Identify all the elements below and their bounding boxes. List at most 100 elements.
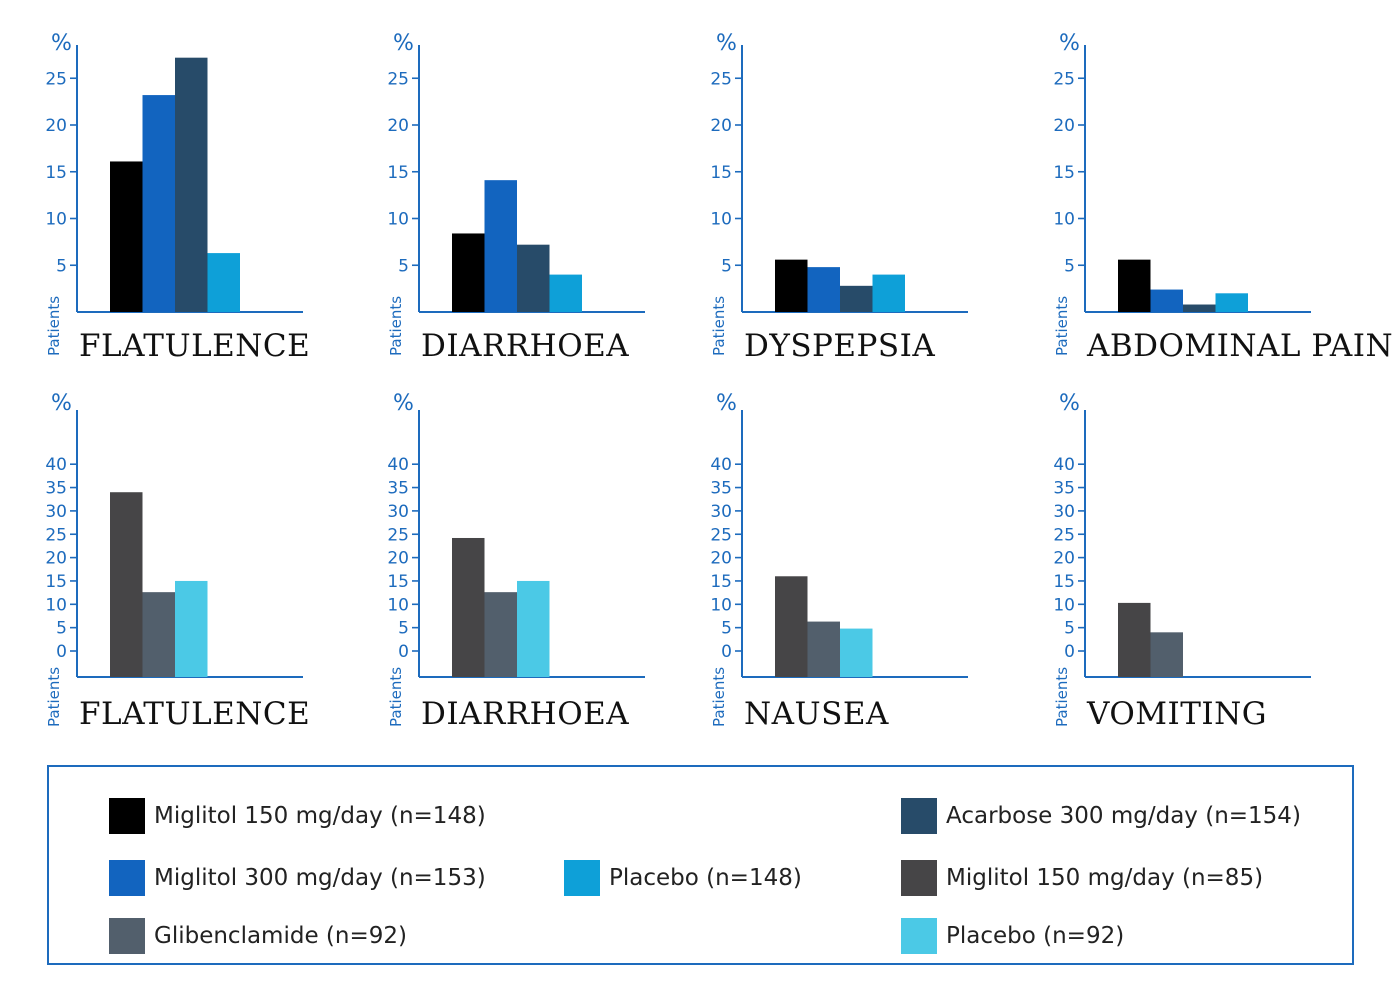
y-axis-label: Patients [45,667,63,727]
y-tick-label: 25 [45,525,67,545]
legend-label: Miglitol 150 mg/day (n=85) [946,865,1264,891]
y-unit-label: % [716,31,737,56]
y-tick-label: 15 [45,163,67,183]
y-unit-label: % [393,31,414,56]
y-tick-label: 5 [721,619,732,639]
y-tick-label: 25 [45,69,67,89]
y-tick-label: 20 [45,116,67,136]
bar [1215,293,1248,312]
legend-item: Glibenclamide (n=92) [109,918,407,954]
legend-label: Miglitol 150 mg/day (n=148) [154,803,486,829]
legend-item: Acarbose 300 mg/day (n=154) [901,798,1301,834]
legend-item: Miglitol 300 mg/day (n=153) [109,860,486,896]
legend-label: Placebo (n=148) [609,865,802,891]
legend-swatch [901,798,937,834]
y-tick-label: 15 [710,572,732,592]
y-unit-label: % [51,31,72,56]
y-tick-label: 30 [1053,502,1075,522]
y-tick-label: 0 [721,642,732,662]
y-axis-label: Patients [710,296,728,356]
bar [207,253,240,312]
y-tick-label: 10 [1053,595,1075,615]
legend-item: Miglitol 150 mg/day (n=148) [109,798,486,834]
bar [840,628,873,677]
bar [110,492,143,677]
bar [484,180,517,312]
chart-title: FLATULENCE [79,696,310,732]
y-tick-label: 20 [45,549,67,569]
y-tick-label: 5 [56,256,67,276]
y-tick-label: 5 [721,256,732,276]
chart-title: NAUSEA [744,696,889,732]
bar [517,580,550,677]
y-tick-label: 15 [387,163,409,183]
y-axis-label: Patients [710,667,728,727]
legend-label: Glibenclamide (n=92) [154,923,407,949]
bar [807,267,840,312]
bar [452,233,485,312]
bar [175,57,208,313]
bar [1183,304,1216,312]
bar [807,621,840,677]
y-unit-label: % [393,391,414,416]
y-tick-label: 35 [710,479,732,499]
y-tick-label: 10 [1053,210,1075,230]
y-tick-label: 5 [1064,619,1075,639]
bar [1150,289,1183,312]
chart-title: DIARRHOEA [421,696,629,732]
legend-box: Miglitol 150 mg/day (n=148) Acarbose 300… [47,765,1354,965]
y-tick-label: 15 [45,572,67,592]
legend-label: Miglitol 300 mg/day (n=153) [154,865,486,891]
legend-item: Miglitol 150 mg/day (n=85) [901,860,1263,896]
bar [1118,602,1151,677]
y-tick-label: 20 [1053,116,1075,136]
y-tick-label: 10 [45,595,67,615]
y-tick-label: 30 [710,502,732,522]
y-tick-label: 15 [1053,572,1075,592]
y-tick-label: 10 [710,210,732,230]
bar [142,95,175,312]
y-tick-label: 40 [710,455,732,475]
bar [484,592,517,677]
y-tick-label: 30 [45,502,67,522]
chart-title: DYSPEPSIA [744,328,935,364]
y-tick-label: 20 [710,116,732,136]
bar [452,537,485,677]
bar [142,592,175,677]
y-tick-label: 25 [710,69,732,89]
y-tick-label: 0 [1064,642,1075,662]
bar [110,161,143,312]
y-tick-label: 20 [387,116,409,136]
y-tick-label: 20 [387,549,409,569]
y-tick-label: 5 [1064,256,1075,276]
bar [1150,632,1183,677]
bar [549,274,582,312]
chart-title: FLATULENCE [79,328,310,364]
charts-area: % 5 10 15 20 25 Patients FLATULENCE% 5 10 15 20 25 Pa… [45,31,1393,732]
y-tick-label: 40 [387,455,409,475]
y-tick-label: 10 [45,210,67,230]
y-tick-label: 20 [1053,549,1075,569]
legend-swatch [109,918,145,954]
chart-title: VOMITING [1086,696,1267,732]
y-axis-label: Patients [1053,296,1071,356]
y-tick-label: 10 [387,210,409,230]
y-tick-label: 15 [1053,163,1075,183]
y-unit-label: % [1059,391,1080,416]
y-tick-label: 15 [387,572,409,592]
y-tick-label: 0 [398,642,409,662]
y-tick-label: 40 [45,455,67,475]
legend-swatch [109,860,145,896]
bar [775,259,808,312]
legend-swatch [901,860,937,896]
y-tick-label: 20 [710,549,732,569]
chart-title: ABDOMINAL PAIN [1086,328,1393,364]
bar [517,244,550,312]
y-tick-label: 10 [710,595,732,615]
y-tick-label: 35 [387,479,409,499]
bar [175,580,208,677]
bar [872,274,905,312]
legend-item: Placebo (n=148) [564,860,802,896]
y-tick-label: 0 [56,642,67,662]
y-tick-label: 30 [387,502,409,522]
